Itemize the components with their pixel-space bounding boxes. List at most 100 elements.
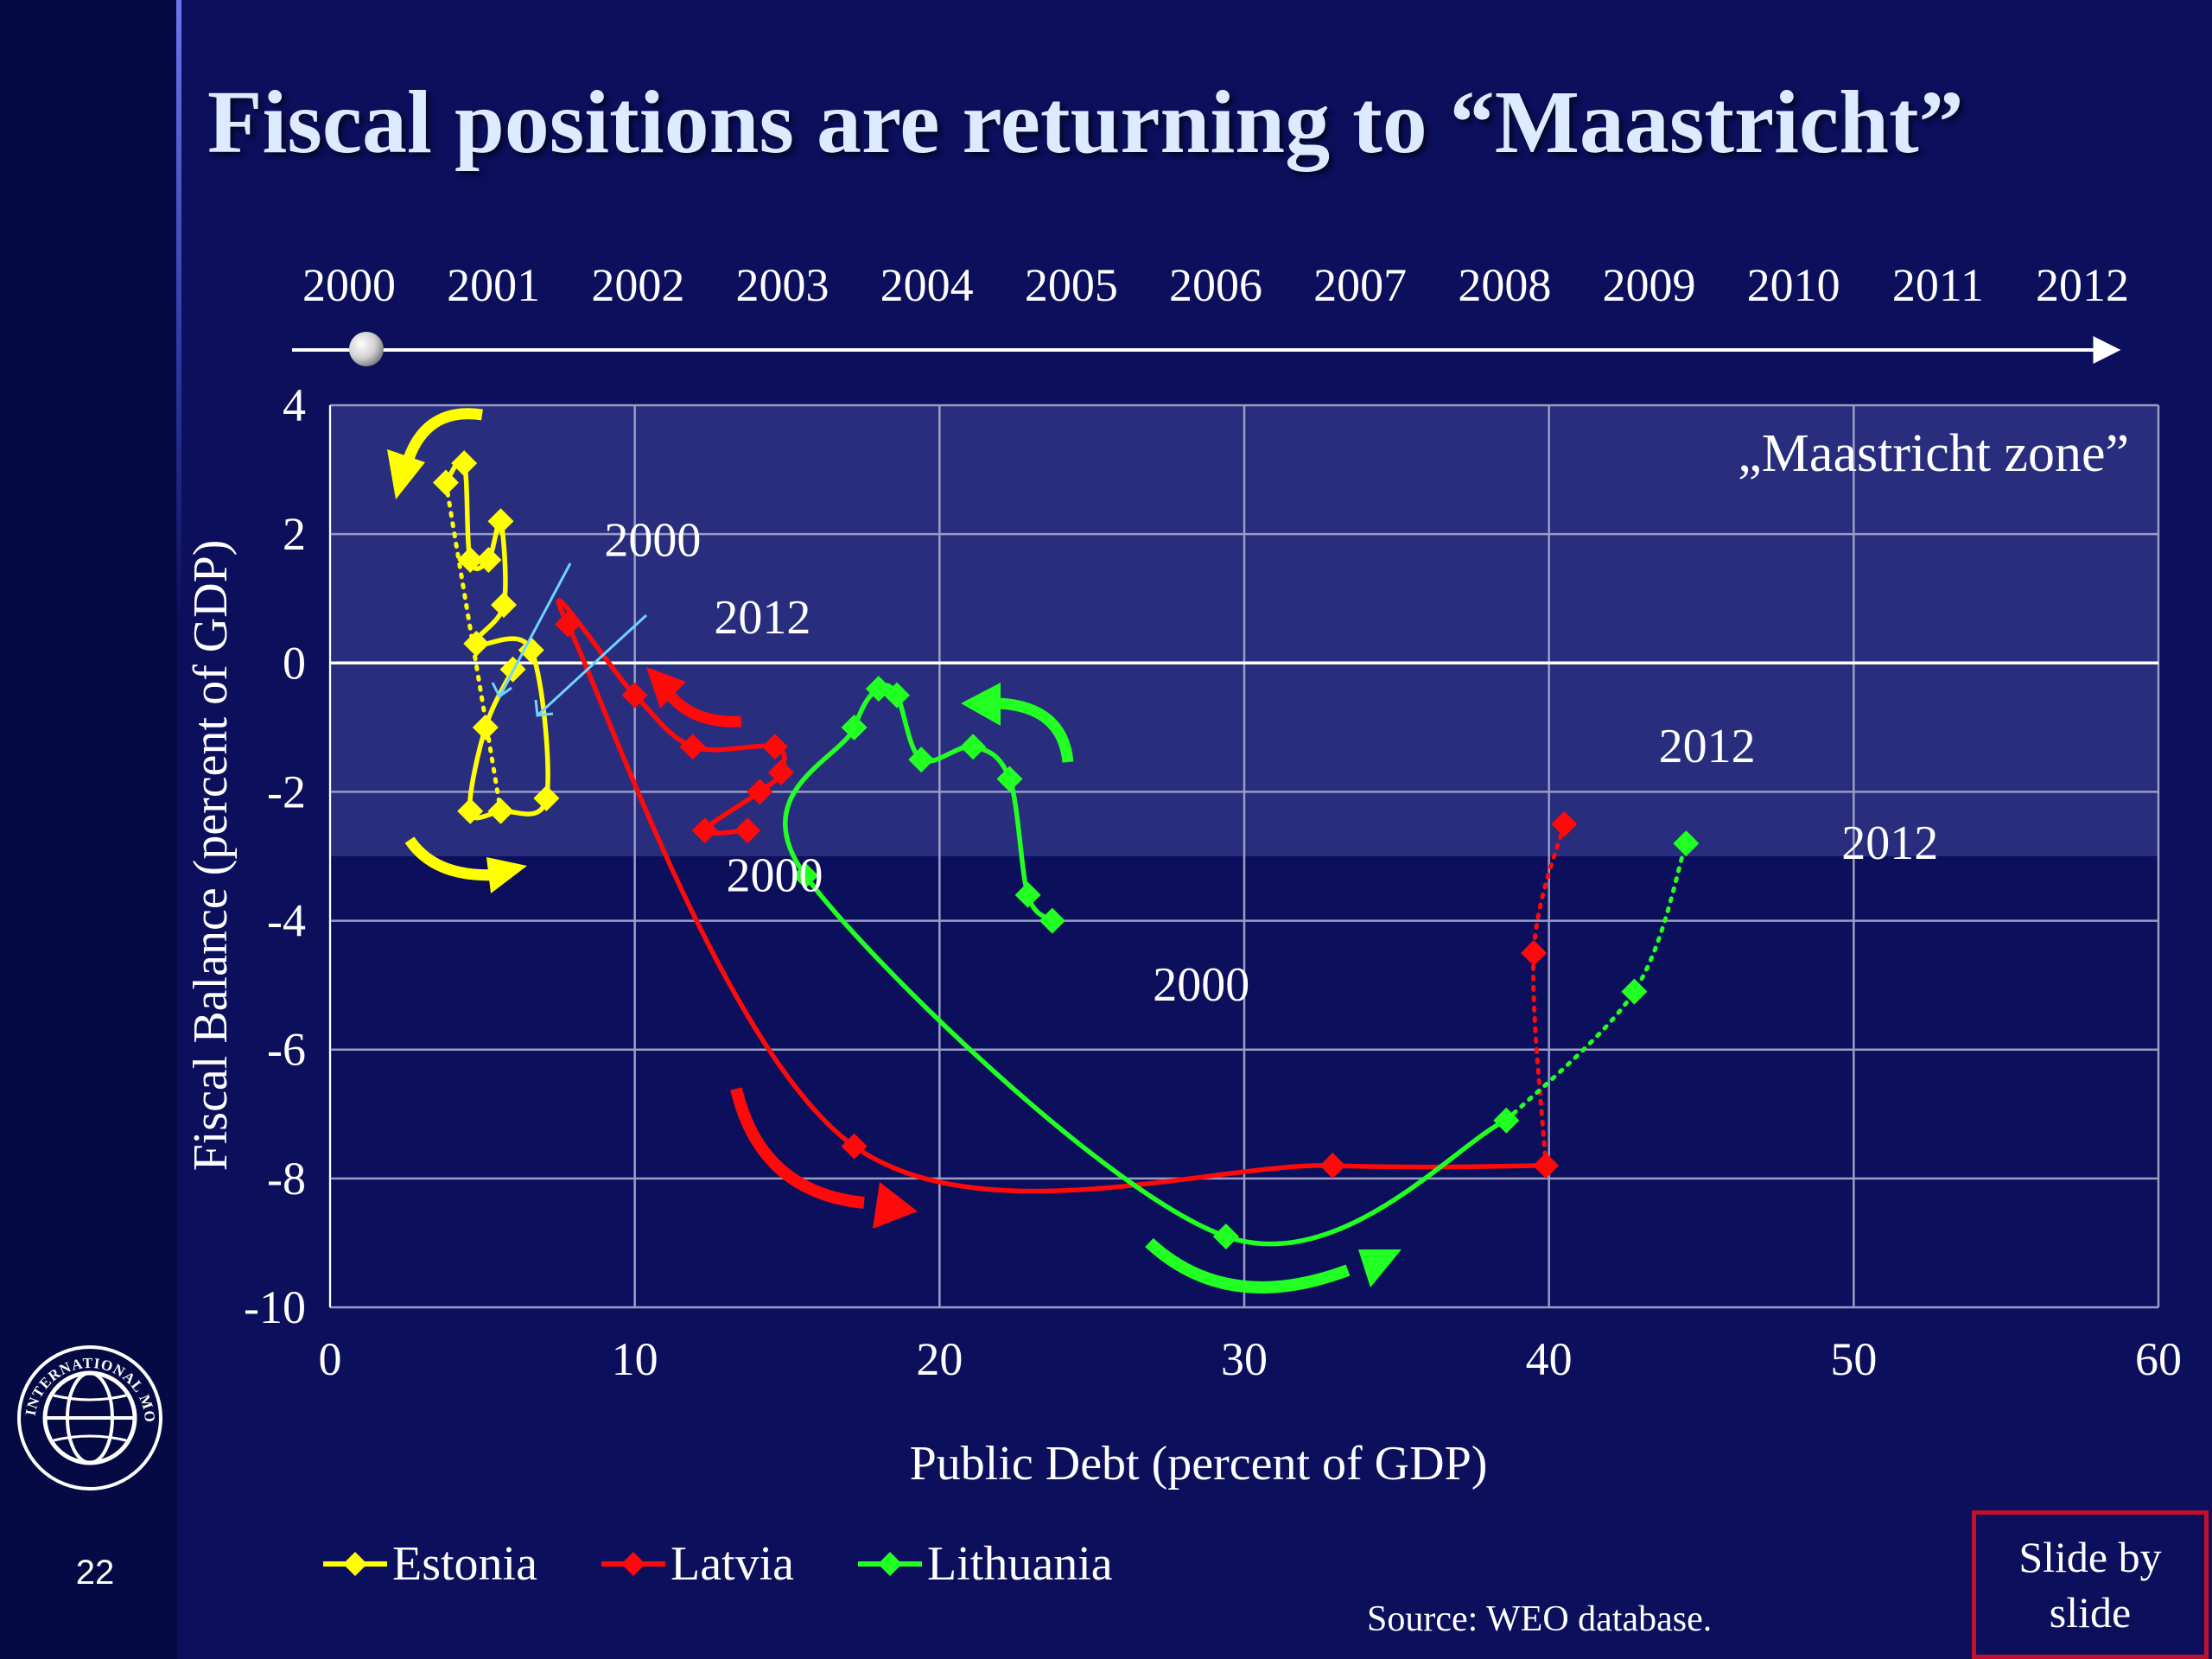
lithuania-arrow-small (961, 683, 1074, 763)
callout-arrows (491, 563, 648, 717)
year-annotation: 2000 (1153, 958, 1249, 1012)
timeline-year-2004[interactable]: 2004 (880, 259, 974, 311)
x-tick-label: 10 (612, 1333, 658, 1385)
latvia-point (734, 817, 761, 844)
maastricht-zone-label: „Maastricht zone” (1738, 424, 2129, 483)
y-tick-label: -8 (267, 1153, 306, 1205)
estonia-point (472, 714, 499, 741)
series-latvia (555, 598, 1578, 1194)
slide-by-slide-label: Slide by slide (2018, 1533, 2162, 1637)
latvia-point (841, 1133, 868, 1160)
callout-arrowhead-2012 (534, 699, 554, 717)
left-accent-line (176, 0, 181, 622)
latvia-line (556, 598, 1547, 1194)
svg-text:INTERNATIONAL MONETARY FUND: INTERNATIONAL MONETARY FUND (16, 1344, 158, 1424)
latvia-point (1533, 1152, 1560, 1179)
x-tick-label: 60 (2135, 1333, 2182, 1385)
lithuania-point (908, 747, 935, 773)
x-tick-label: 40 (1526, 1333, 1573, 1385)
timeline-year-2006[interactable]: 2006 (1169, 259, 1262, 311)
latvia-point (747, 779, 773, 805)
lithuania-projection-line (1503, 841, 1688, 1123)
estonia-point (487, 798, 514, 824)
lithuania-arrow-large (1145, 1237, 1402, 1294)
latvia-point (767, 760, 794, 786)
timeline-year-2007[interactable]: 2007 (1313, 259, 1407, 311)
legend-entry-latvia: Latvia (600, 1536, 794, 1592)
timeline-year-2009[interactable]: 2009 (1603, 259, 1696, 311)
y-axis-ticks: 4 2 0 -2 -4 -6 -8 -10 (244, 379, 306, 1333)
timeline-year-2000[interactable]: 2000 (302, 259, 396, 311)
y-tick-label: -10 (244, 1281, 306, 1333)
x-tick-label: 0 (319, 1333, 342, 1385)
lithuania-point (1621, 978, 1648, 1005)
year-annotation: 2012 (1841, 817, 1938, 870)
year-annotation: 2012 (714, 591, 810, 645)
lithuania-point (1039, 907, 1065, 934)
lithuania-point (865, 676, 892, 702)
y-tick-label: -2 (267, 766, 306, 817)
lithuania-point (1014, 881, 1041, 908)
callout-arrowhead-2000 (491, 682, 512, 699)
series-layer (433, 450, 1700, 1249)
estonia-point (463, 630, 490, 657)
estonia-point (518, 637, 544, 664)
slide-by-slide-button[interactable]: Slide by slide (1972, 1510, 2209, 1659)
legend-entry-lithuania: Lithuania (856, 1536, 1113, 1592)
timeline-year-2011[interactable]: 2011 (1892, 259, 1984, 311)
latvia-point (679, 734, 706, 760)
page-number: 22 (75, 1554, 115, 1592)
latvia-point (761, 734, 788, 760)
estonia-point (457, 546, 484, 573)
callout-arrow-2000 (498, 563, 572, 697)
lithuania-point (841, 714, 868, 741)
lithuania-point (996, 766, 1023, 792)
legend-swatch-latvia (601, 1552, 665, 1576)
estonia-arrow-bottom (404, 836, 527, 893)
direction-arrows (387, 408, 1402, 1294)
y-tick-label: 2 (283, 508, 306, 560)
y-tick-label: 4 (283, 379, 306, 431)
timeline-year-2001[interactable]: 2001 (447, 259, 540, 311)
lithuania-point (792, 862, 819, 889)
imf-logo: INTERNATIONAL MONETARY FUND (16, 1344, 162, 1491)
timeline-year-2012[interactable]: 2012 (2036, 259, 2129, 311)
timeline-slider-knob[interactable] (349, 332, 384, 366)
estonia-point (433, 469, 460, 496)
timeline-year-2008[interactable]: 2008 (1458, 259, 1551, 311)
series-estonia (433, 450, 560, 824)
estonia-point (457, 798, 484, 824)
y-tick-label: -4 (267, 895, 306, 947)
lithuania-point (960, 734, 987, 760)
estonia-point (451, 450, 478, 477)
y-tick-label: -6 (267, 1024, 306, 1076)
estonia-point (475, 546, 502, 573)
estonia-point (491, 592, 518, 619)
timeline-year-2005[interactable]: 2005 (1025, 259, 1118, 311)
timeline-year-labels: 2000 2001 2002 2003 2004 2005 2006 2007 2008 2009… (302, 259, 2129, 311)
year-annotation: 2000 (604, 514, 701, 568)
latvia-point (621, 682, 648, 709)
timeline-year-2002[interactable]: 2002 (591, 259, 684, 311)
estonia-point (533, 785, 560, 811)
source-note: Source: WEO database. (1367, 1599, 1713, 1639)
lithuania-point (1673, 830, 1700, 857)
legend-label-lithuania: Lithuania (927, 1537, 1113, 1591)
timeline-year-2010[interactable]: 2010 (1747, 259, 1840, 311)
y-axis-title: Fiscal Balance (percent of GDP) (184, 540, 238, 1172)
legend-swatch-lithuania (858, 1552, 923, 1576)
x-axis-title: Public Debt (percent of GDP) (910, 1437, 1488, 1491)
timeline-year-2003[interactable]: 2003 (736, 259, 830, 311)
lithuania-point (1212, 1223, 1239, 1249)
latvia-point (691, 817, 718, 844)
x-tick-label: 30 (1221, 1333, 1268, 1385)
latvia-point (1521, 939, 1548, 966)
latvia-arrow-small (646, 667, 742, 728)
x-axis-ticks: 0 10 20 30 40 50 60 (319, 1333, 2183, 1385)
legend-label-estonia: Estonia (392, 1537, 537, 1591)
callout-arrow-2012 (536, 613, 648, 717)
x-tick-label: 20 (916, 1333, 963, 1385)
year-annotation: 2000 (726, 849, 823, 902)
